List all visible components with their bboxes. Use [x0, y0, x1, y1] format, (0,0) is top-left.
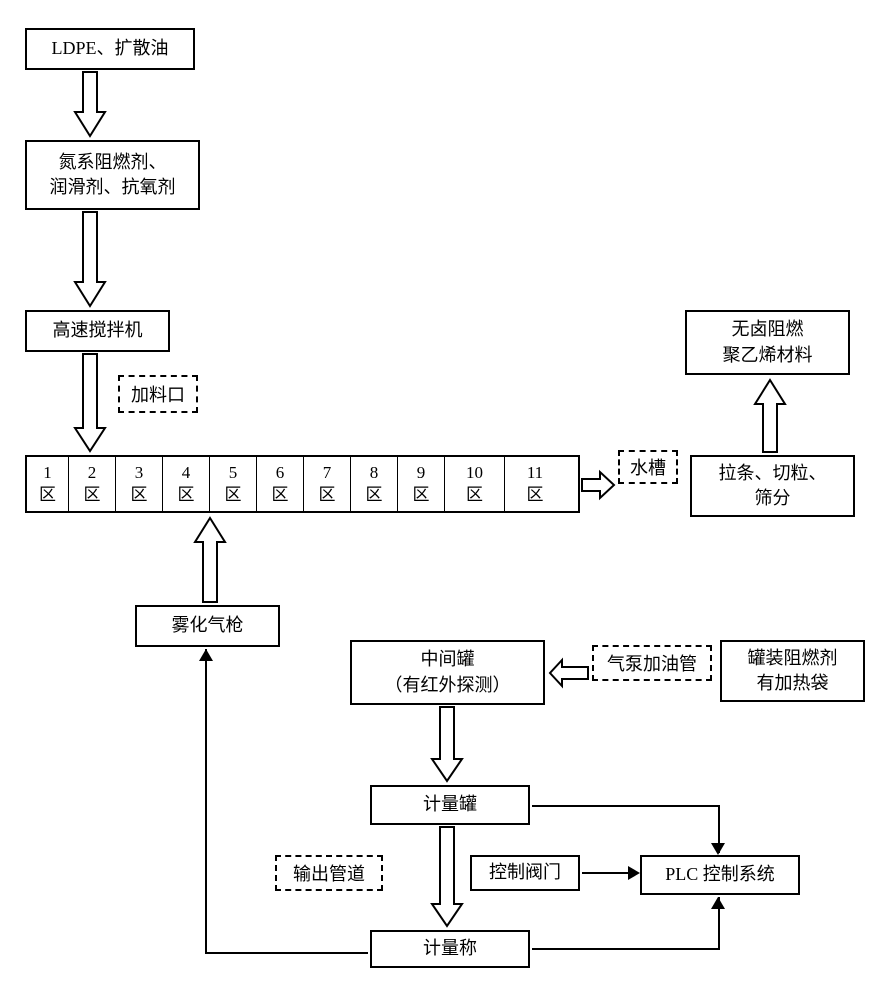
arrow-zone-water — [582, 472, 616, 498]
halogen-free-box: 无卤阻燃 聚乙烯材料 — [685, 310, 850, 375]
zone-5: 5区 — [210, 457, 257, 511]
arrow-midtank-metertank — [432, 707, 462, 783]
arrow-metertank-scale — [432, 827, 462, 928]
nitrogen-box: 氮系阻燃剂、 润滑剂、抗氧剂 — [25, 140, 200, 210]
control-valve-box: 控制阀门 — [470, 855, 580, 891]
water-tank-box: 水槽 — [618, 450, 678, 484]
zone-7: 7区 — [304, 457, 351, 511]
arrow-ldpe-nitrogen — [75, 72, 105, 138]
zone-1: 1区 — [27, 457, 69, 511]
ldpe-box: LDPE、扩散油 — [25, 28, 195, 70]
meter-tank-box: 计量罐 — [370, 785, 530, 825]
zone-9: 9区 — [398, 457, 445, 511]
strip-box: 拉条、切粒、 筛分 — [690, 455, 855, 517]
zone-row: 1区2区3区4区5区6区7区8区9区10区11区 — [25, 455, 580, 513]
pump-pipe-box: 气泵加油管 — [592, 645, 712, 681]
zone-10: 10区 — [445, 457, 505, 511]
line-metertank-right — [532, 805, 720, 807]
zone-8: 8区 — [351, 457, 398, 511]
plc-box: PLC 控制系统 — [640, 855, 800, 895]
zone-11: 11区 — [505, 457, 565, 511]
scale-box: 计量称 — [370, 930, 530, 968]
arrow-canned-midtank — [548, 660, 590, 686]
arrowhead-scale-plc — [711, 897, 725, 909]
arrow-strip-halogen — [755, 378, 785, 453]
zone-4: 4区 — [163, 457, 210, 511]
zone-3: 3区 — [116, 457, 163, 511]
mid-tank-box: 中间罐 （有红外探测） — [350, 640, 545, 705]
feed-port-box: 加料口 — [118, 375, 198, 413]
line-valve-plc — [582, 872, 630, 874]
arrowhead-metertank-plc — [711, 843, 725, 855]
line-atomgun-down — [205, 649, 207, 954]
mixer-box: 高速搅拌机 — [25, 310, 170, 352]
arrowhead-valve-plc — [628, 866, 640, 880]
zone-2: 2区 — [69, 457, 116, 511]
arrow-atomgun-zone — [195, 516, 225, 603]
line-scale-right — [532, 948, 720, 950]
zone-6: 6区 — [257, 457, 304, 511]
arrowhead-into-atomgun — [199, 649, 213, 661]
output-pipe-box: 输出管道 — [275, 855, 383, 891]
arrow-mixer-zone — [75, 354, 105, 453]
line-atomgun-right — [205, 952, 368, 954]
canned-fr-box: 罐装阻燃剂 有加热袋 — [720, 640, 865, 702]
arrow-nitrogen-mixer — [75, 212, 105, 308]
atom-gun-box: 雾化气枪 — [135, 605, 280, 647]
